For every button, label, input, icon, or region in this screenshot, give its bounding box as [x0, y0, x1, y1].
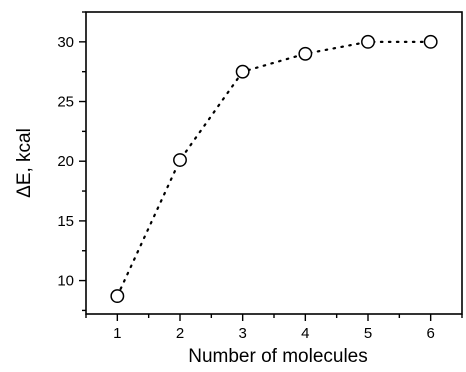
- data-points: [110, 34, 438, 304]
- x-tick-label: 5: [364, 325, 372, 342]
- y-tick-label: 25: [57, 94, 74, 111]
- y-axis-ticks: 10 15 20 25 30: [57, 11, 86, 312]
- data-point: [110, 289, 125, 304]
- y-tick-label: 15: [57, 213, 74, 230]
- x-tick-label: 1: [113, 325, 121, 342]
- series-line: [116, 40, 432, 298]
- data-point: [298, 46, 313, 61]
- x-tick-label: 4: [301, 325, 309, 342]
- data-point: [173, 153, 187, 167]
- data-point: [235, 64, 250, 79]
- x-axis-label: Number of molecules: [188, 346, 368, 367]
- x-axis-ticks: 1 2 3 4 5 6: [85, 314, 463, 342]
- x-tick-label: 2: [176, 325, 184, 342]
- plot-border: [85, 11, 463, 315]
- y-tick-label: 30: [57, 34, 74, 51]
- x-tick-label: 6: [426, 325, 434, 342]
- data-point: [361, 34, 375, 49]
- x-tick-label: 3: [238, 325, 246, 342]
- plot-frame: [85, 11, 463, 315]
- y-tick-label: 20: [57, 153, 74, 170]
- y-axis-label: ΔE, kcal: [14, 128, 35, 198]
- data-point: [423, 34, 438, 49]
- y-tick-label: 10: [57, 273, 74, 290]
